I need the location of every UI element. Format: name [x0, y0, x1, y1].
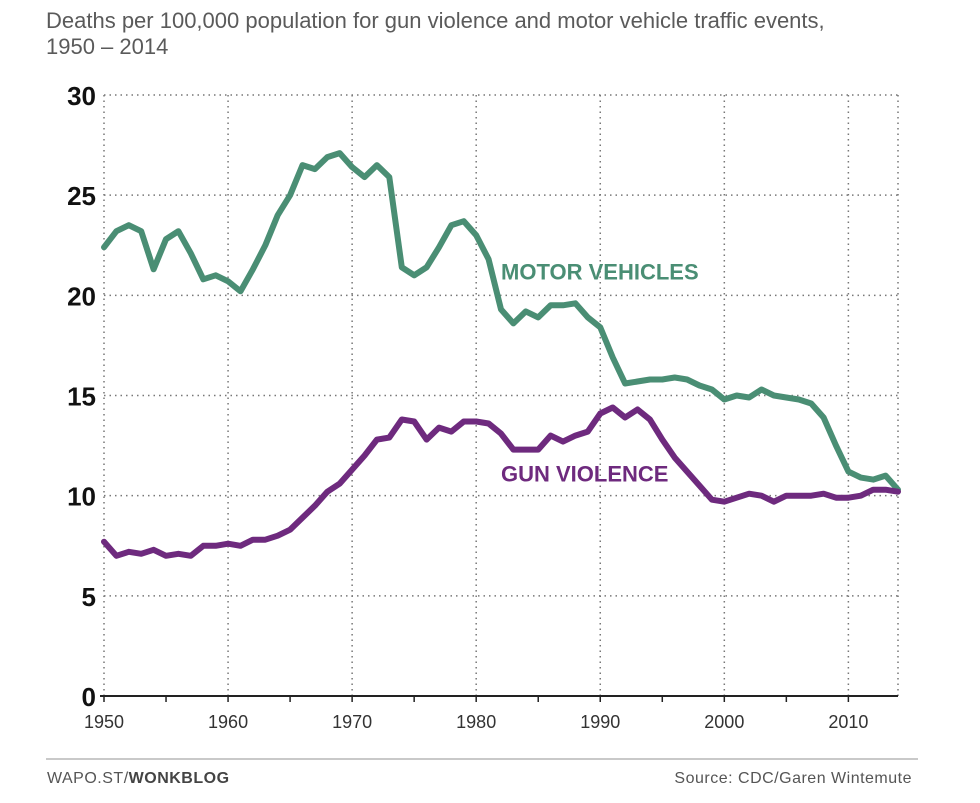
x-tick-label: 1990: [580, 712, 620, 732]
x-tick-label: 1950: [84, 712, 124, 732]
gun-violence-label: GUN VIOLENCE: [501, 462, 668, 487]
x-tick-label: 1980: [456, 712, 496, 732]
y-tick-label: 5: [82, 582, 96, 612]
y-tick-label: 10: [67, 482, 96, 512]
x-tick-label: 2010: [828, 712, 868, 732]
footer-source: Source: CDC/Garen Wintemute: [674, 770, 912, 787]
footer-divider: [46, 758, 918, 760]
x-tick-label: 2000: [704, 712, 744, 732]
tick-labels: 0 5 10 15 20 25 30 1950 1960 1970 1980 1990 2000 2010: [67, 81, 868, 732]
gun-violence-line: [101, 404, 901, 559]
grid-lines: [103, 94, 899, 696]
data-series: [101, 150, 901, 559]
motor-vehicles-line: [101, 150, 901, 493]
series-labels: MOTOR VEHICLES GUN VIOLENCE: [501, 259, 699, 486]
footer-credit: WAPO.ST/WONKBLOG: [47, 770, 230, 788]
footer-blog: WONKBLOG: [128, 770, 230, 787]
y-tick-label: 15: [67, 382, 96, 412]
y-tick-label: 25: [67, 181, 96, 211]
x-tick-label: 1970: [332, 712, 372, 732]
x-tick-label: 1960: [208, 712, 248, 732]
motor-vehicles-label: MOTOR VEHICLES: [501, 259, 699, 284]
chart-title: Deaths per 100,000 population for gun vi…: [46, 8, 825, 59]
y-tick-label: 20: [67, 281, 96, 311]
axes: [100, 695, 898, 702]
y-tick-label: 30: [67, 81, 96, 111]
footer-site: WAPO.ST/: [47, 770, 129, 787]
y-tick-label: 0: [82, 682, 96, 712]
